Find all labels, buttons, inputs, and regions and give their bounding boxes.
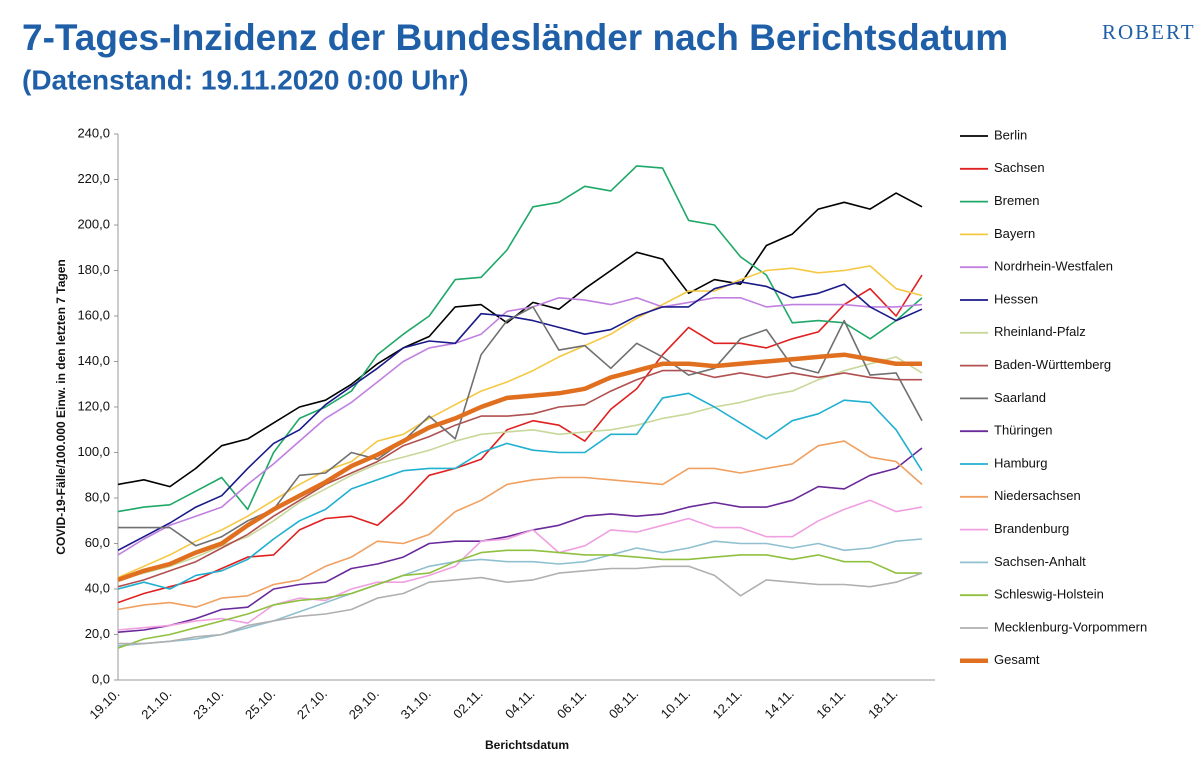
legend-label: Sachsen-Anhalt xyxy=(994,554,1086,569)
legend-label: Schleswig-Holstein xyxy=(994,587,1104,602)
x-tick-label: 02.11. xyxy=(450,686,485,721)
legend-label: Bremen xyxy=(994,193,1040,208)
x-tick-label: 04.11. xyxy=(502,686,537,721)
series-line xyxy=(117,447,923,633)
y-axis-label: COVID-19-Fälle/100.000 Einw. in den letz… xyxy=(54,259,68,554)
series-line xyxy=(117,281,923,552)
series-line xyxy=(118,565,923,645)
legend-label: Baden-Württemberg xyxy=(994,357,1111,372)
y-tick-label: 200,0 xyxy=(77,216,110,231)
series-line xyxy=(117,192,923,488)
x-tick-label: 21.10. xyxy=(138,686,174,722)
x-tick-label: 10.11. xyxy=(658,686,693,721)
legend-label: Thüringen xyxy=(994,423,1053,438)
legend-label: Saarland xyxy=(994,390,1046,405)
x-tick-label: 25.10. xyxy=(242,686,278,722)
series-line xyxy=(117,165,923,513)
series-line xyxy=(117,369,922,588)
legend-label: Mecklenburg-Vorpommern xyxy=(994,619,1147,634)
legend-label: Gesamt xyxy=(994,652,1040,667)
y-tick-label: 80,0 xyxy=(85,489,110,504)
x-tick-label: 31.10. xyxy=(398,686,434,722)
x-axis-label: Berichtsdatum xyxy=(485,738,569,752)
x-tick-label: 29.10. xyxy=(346,686,382,722)
legend-label: Bayern xyxy=(994,226,1035,241)
y-tick-label: 180,0 xyxy=(77,262,110,277)
legend-label: Hamburg xyxy=(994,455,1047,470)
series-line xyxy=(117,499,923,631)
series-line xyxy=(117,356,923,581)
y-tick-label: 40,0 xyxy=(85,580,110,595)
legend-label: Brandenburg xyxy=(994,521,1069,536)
y-tick-label: 0,0 xyxy=(92,671,110,686)
series-line xyxy=(117,265,923,579)
logo: ROBERT xyxy=(1102,20,1196,44)
series-line xyxy=(118,306,923,547)
series-line xyxy=(117,297,923,556)
y-tick-label: 240,0 xyxy=(77,125,110,140)
legend-label: Niedersachsen xyxy=(994,488,1081,503)
legend-label: Rheinland-Pfalz xyxy=(994,324,1086,339)
legend-label: Hessen xyxy=(994,291,1038,306)
y-tick-label: 20,0 xyxy=(85,626,110,641)
series-line xyxy=(117,538,923,647)
y-tick-label: 140,0 xyxy=(77,353,110,368)
x-tick-label: 14.11. xyxy=(761,686,796,721)
series-line xyxy=(117,549,922,649)
x-tick-label: 08.11. xyxy=(606,686,641,721)
x-tick-label: 23.10. xyxy=(190,686,226,722)
x-tick-label: 19.10. xyxy=(86,686,122,722)
series-line xyxy=(117,274,923,604)
series-line xyxy=(117,440,923,611)
x-tick-label: 27.10. xyxy=(294,686,330,722)
chart-subtitle: (Datenstand: 19.11.2020 0:00 Uhr) xyxy=(22,64,469,95)
series-line xyxy=(117,352,922,583)
legend-label: Sachsen xyxy=(994,160,1045,175)
y-tick-label: 160,0 xyxy=(77,307,110,322)
y-tick-label: 60,0 xyxy=(85,535,110,550)
x-tick-label: 06.11. xyxy=(554,686,589,721)
y-tick-label: 100,0 xyxy=(77,444,110,459)
y-tick-label: 120,0 xyxy=(77,398,110,413)
x-tick-label: 18.11. xyxy=(865,686,900,721)
x-tick-label: 16.11. xyxy=(813,686,848,721)
legend-label: Nordrhein-Westfalen xyxy=(994,259,1113,274)
legend-label: Berlin xyxy=(994,127,1027,142)
x-tick-label: 12.11. xyxy=(710,686,745,721)
series-line xyxy=(117,392,923,590)
y-tick-label: 220,0 xyxy=(77,171,110,186)
chart-title: 7-Tages-Inzidenz der Bundesländer nach B… xyxy=(22,17,1008,58)
